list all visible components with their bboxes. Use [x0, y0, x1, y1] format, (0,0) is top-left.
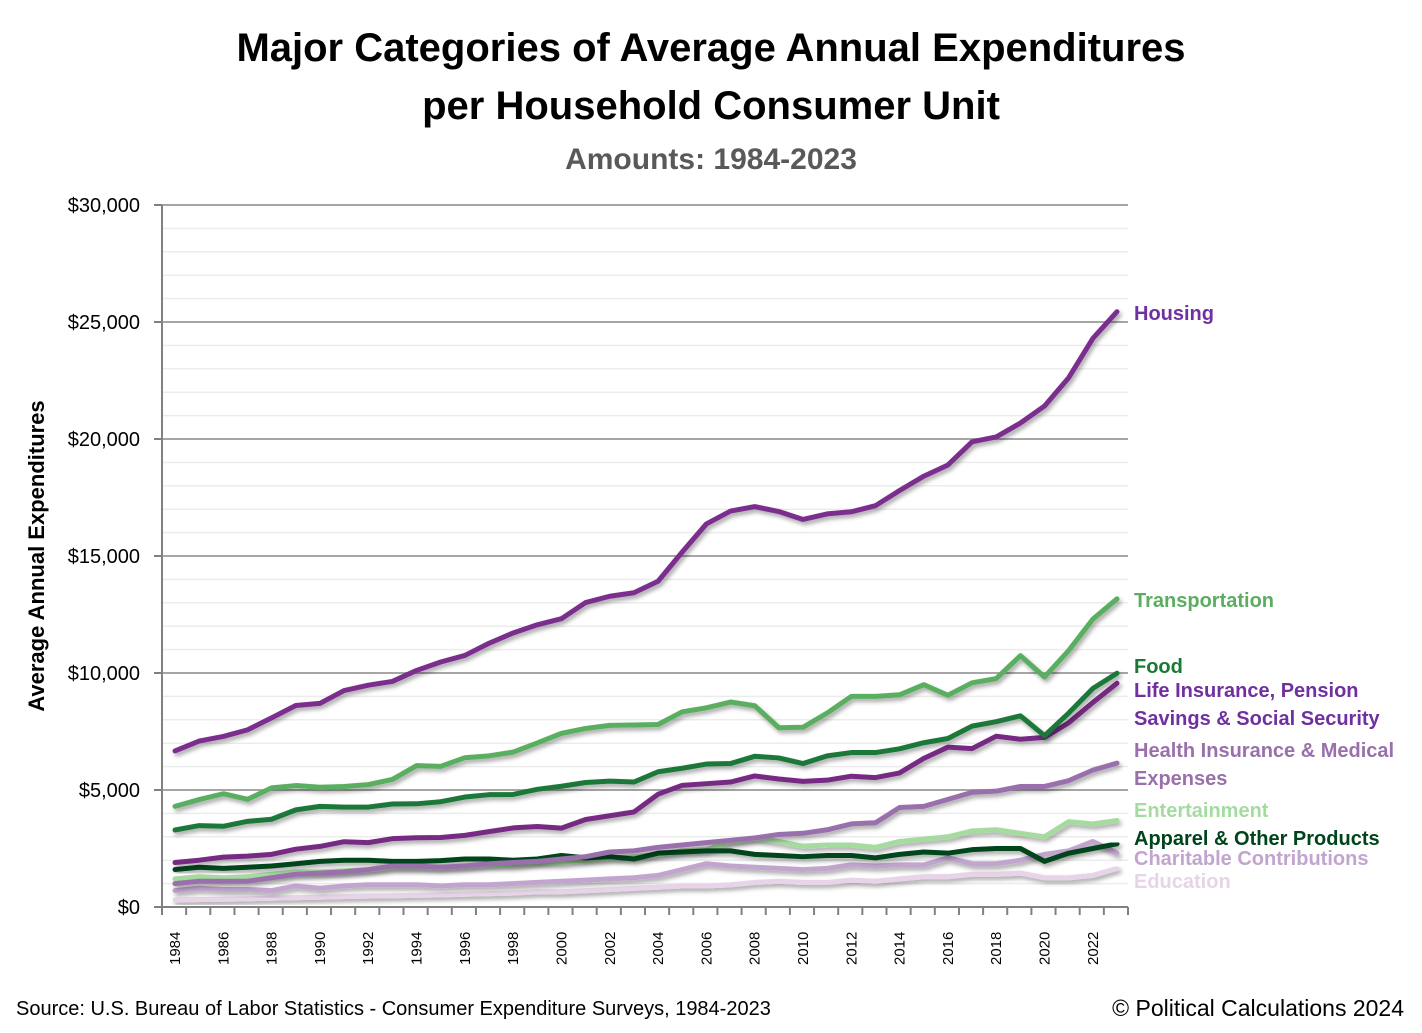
x-tick-label: 2020: [1037, 932, 1054, 965]
x-tick-label: 1998: [505, 932, 522, 965]
x-tick-label: 2008: [747, 932, 764, 965]
series-line: [172, 596, 1120, 809]
y-tick-label: $20,000: [68, 429, 140, 451]
x-tick-label: 1984: [167, 932, 184, 965]
x-tick-label: 1994: [409, 932, 426, 965]
series-label: Charitable Contributions: [1134, 848, 1368, 870]
series-line: [172, 760, 1120, 887]
x-tick-label: 1988: [264, 932, 281, 965]
series-label: Entertainment: [1134, 800, 1269, 822]
series-label: Transportation: [1134, 590, 1274, 612]
x-tick-label: 1992: [360, 932, 377, 965]
series-line: [172, 309, 1120, 754]
y-tick-label: $25,000: [68, 312, 140, 334]
chart-title-line-1: Major Categories of Average Annual Expen…: [236, 26, 1186, 70]
x-tick-label: 2012: [843, 932, 860, 965]
y-tick-label: $15,000: [68, 546, 140, 568]
x-tick-label: 1996: [457, 932, 474, 965]
series-line: [172, 838, 1120, 894]
series-line: [172, 865, 1120, 903]
series-label: Health Insurance & Medical: [1134, 740, 1394, 762]
x-tick-label: 1990: [312, 932, 329, 965]
x-tick-label: 2014: [892, 932, 909, 965]
series-line: [172, 680, 1120, 866]
series-line: [172, 670, 1120, 833]
y-tick-label: $5,000: [79, 780, 140, 802]
chart-subtitle: Amounts: 1984-2023: [565, 143, 857, 176]
y-tick-label: $30,000: [68, 195, 140, 217]
x-tick-label: 2010: [795, 932, 812, 965]
x-tick-label: 1986: [215, 932, 232, 965]
copyright: © Political Calculations 2024: [1112, 995, 1404, 1021]
x-tick-label: 2018: [988, 932, 1005, 965]
series-label: Apparel & Other Products: [1134, 828, 1380, 850]
x-tick-label: 2004: [650, 932, 667, 965]
series-label: Education: [1134, 871, 1231, 893]
x-tick-label: 2022: [1085, 932, 1102, 965]
y-tick-label: $0: [118, 897, 140, 919]
series-label: Food: [1134, 656, 1183, 678]
y-tick-label: $10,000: [68, 663, 140, 685]
x-tick-label: 2016: [940, 932, 957, 965]
series-label: Life Insurance, Pension: [1134, 680, 1359, 702]
x-tick-label: 2002: [602, 932, 619, 965]
x-tick-label: 2000: [553, 932, 570, 965]
series-line: [172, 841, 1120, 873]
series-label: Housing: [1134, 303, 1214, 325]
chart-title-line-2: per Household Consumer Unit: [422, 84, 1000, 128]
series-label: Savings & Social Security: [1134, 708, 1381, 730]
source-note: Source: U.S. Bureau of Labor Statistics …: [16, 998, 771, 1020]
y-axis-label: Average Annual Expenditures: [24, 400, 49, 711]
series-label: Expenses: [1134, 768, 1227, 790]
x-tick-label: 2006: [698, 932, 715, 965]
